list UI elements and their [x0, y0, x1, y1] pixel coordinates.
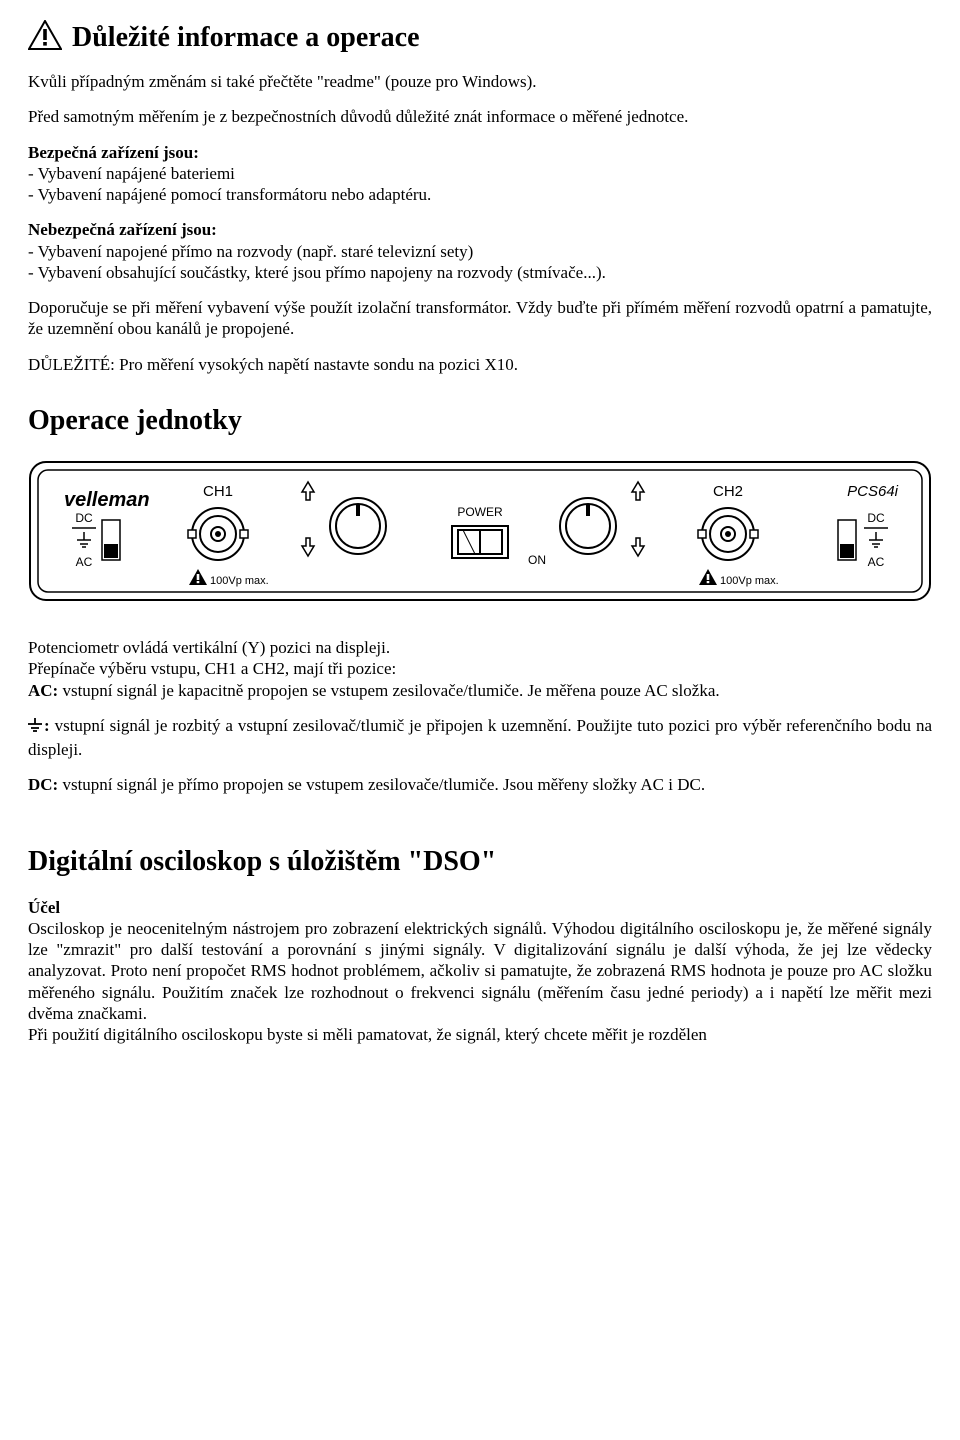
svg-text:100Vp max.: 100Vp max. — [720, 575, 779, 587]
svg-text:AC: AC — [76, 555, 93, 569]
ac-text: vstupní signál je kapacitně propojen se … — [58, 681, 719, 700]
unsafe-item-1: - Vybavení napojené přímo na rozvody (na… — [28, 241, 932, 262]
svg-text:POWER: POWER — [457, 505, 503, 519]
svg-text:CH1: CH1 — [203, 483, 233, 500]
safe-heading: Bezpečná zařízení jsou: — [28, 142, 932, 163]
important-line: DŮLEŽITÉ: Pro měření vysokých napětí nas… — [28, 354, 932, 375]
gnd-text: vstupní signál je rozbitý a vstupní zesi… — [28, 716, 932, 759]
dso-para-1: Osciloskop je neocenitelným nástrojem pr… — [28, 918, 932, 1024]
svg-text:DC: DC — [75, 511, 93, 525]
unsafe-item-2: - Vybavení obsahující součástky, které j… — [28, 262, 932, 283]
safe-item-1: - Vybavení napájené bateriemi — [28, 163, 932, 184]
ac-label: AC: — [28, 681, 58, 700]
ops-line-2: Přepínače výběru vstupu, CH1 a CH2, mají… — [28, 658, 932, 679]
ops-line-1: Potenciometr ovládá vertikální (Y) pozic… — [28, 637, 932, 658]
dso-para-2: Při použití digitálního osciloskopu byst… — [28, 1024, 932, 1045]
intro-para-1: Kvůli případným změnám si také přečtěte … — [28, 71, 932, 92]
gnd-line: : vstupní signál je rozbitý a vstupní ze… — [28, 715, 932, 761]
svg-text:DC: DC — [867, 511, 885, 525]
ac-line: AC: vstupní signál je kapacitně propojen… — [28, 680, 932, 701]
svg-text:PCS64i: PCS64i — [847, 483, 899, 500]
page-title: Důležité informace a operace — [72, 20, 420, 55]
dc-text: vstupní signál je přímo propojen se vstu… — [58, 775, 705, 794]
purpose-label: Účel — [28, 897, 932, 918]
svg-text:AC: AC — [868, 555, 885, 569]
recommend-para: Doporučuje se při měření vybavení výše p… — [28, 297, 932, 340]
unsafe-heading: Nebezpečná zařízení jsou: — [28, 219, 932, 240]
operations-heading: Operace jednotky — [28, 403, 932, 438]
ground-icon — [28, 719, 42, 738]
dso-heading: Digitální osciloskop s úložištěm "DSO" — [28, 844, 932, 879]
dc-label: DC: — [28, 775, 58, 794]
svg-text:ON: ON — [528, 553, 546, 567]
brand-label: velleman — [64, 489, 150, 511]
svg-text:CH2: CH2 — [713, 483, 743, 500]
safe-item-2: - Vybavení napájené pomocí transformátor… — [28, 184, 932, 205]
device-panel-diagram: velleman CH1 DC AC 100Vp — [28, 456, 932, 611]
svg-text:100Vp max.: 100Vp max. — [210, 575, 269, 587]
dc-line: DC: vstupní signál je přímo propojen se … — [28, 774, 932, 795]
warning-icon — [28, 20, 62, 50]
intro-para-2: Před samotným měřením je z bezpečnostníc… — [28, 106, 932, 127]
